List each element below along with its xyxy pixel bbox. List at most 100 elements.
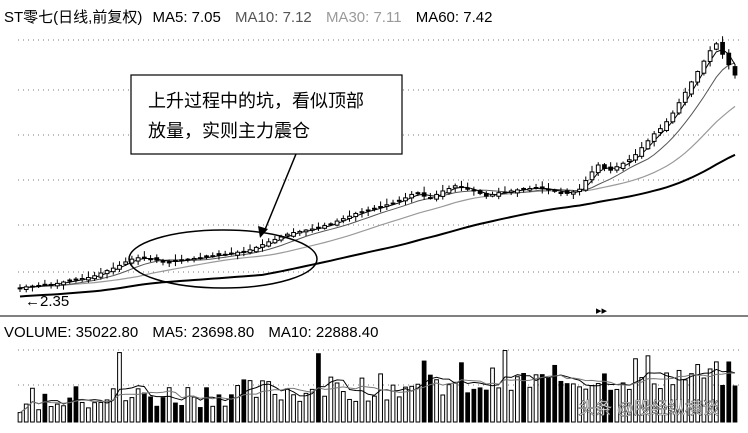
candle-body-up: [701, 60, 707, 74]
volume-bar: [98, 401, 104, 423]
candle: [365, 206, 371, 217]
volume-bar: [173, 402, 178, 423]
candle: [701, 59, 707, 76]
candle: [210, 252, 216, 258]
candle-body-up: [645, 140, 651, 150]
volume-bar: [48, 406, 54, 423]
candle: [378, 201, 383, 213]
candle-body-down: [558, 191, 564, 194]
volume-bar: [682, 379, 688, 423]
volume-bar: [421, 360, 427, 423]
candle-body-up: [123, 261, 129, 265]
volume-bar: [129, 397, 135, 423]
candle-body-up: [452, 185, 458, 189]
volume-bar: [378, 373, 383, 423]
candle: [614, 162, 620, 173]
volume-bar: [409, 385, 415, 423]
volume-header: VOLUME: 35022.80 MA5: 23698.80 MA10: 228…: [4, 324, 378, 341]
volume-bar: [602, 373, 607, 423]
candle-body-up: [17, 287, 23, 290]
candle: [539, 181, 545, 194]
candle: [713, 41, 719, 51]
candle: [452, 183, 458, 192]
candle-body-up: [54, 282, 60, 287]
candle: [589, 165, 595, 184]
candle: [30, 284, 35, 292]
volume-bar: [235, 385, 240, 423]
volume-bar: [179, 404, 185, 423]
candle: [459, 180, 464, 192]
candle: [253, 245, 259, 253]
candle: [86, 271, 91, 283]
annotation-box: [130, 74, 403, 155]
scroll-arrows[interactable]: ▸▸: [596, 305, 608, 317]
volume-bar: [309, 388, 315, 423]
volume-bar: [521, 373, 526, 423]
candle-body-down: [459, 186, 464, 189]
volume-bar: [527, 386, 533, 423]
volume-bar: [626, 388, 632, 423]
candle: [483, 191, 489, 199]
candle: [720, 36, 725, 59]
volume-bar: [110, 388, 116, 423]
candle: [726, 49, 732, 70]
candle: [732, 63, 738, 79]
volume-bar: [247, 380, 253, 423]
candle: [241, 246, 247, 257]
volume-bar: [465, 392, 471, 423]
candle: [197, 252, 203, 260]
volume-bar: [434, 379, 439, 423]
candle: [670, 110, 676, 124]
volume-bar: [23, 403, 29, 423]
candle-body-up: [515, 189, 520, 194]
volume-bar: [651, 383, 657, 423]
volume-bar: [210, 405, 216, 423]
candle-body-up: [185, 258, 191, 261]
volume-bar: [160, 397, 166, 423]
candle: [61, 280, 66, 290]
candle: [558, 187, 564, 197]
volume-bar: [471, 388, 477, 423]
candle: [309, 224, 315, 233]
ma30-line: [19, 105, 736, 289]
candle: [123, 257, 129, 266]
candle-body-up: [403, 197, 408, 202]
volume-bar: [334, 382, 340, 423]
candle-body-down: [539, 186, 545, 190]
volume-bar: [222, 405, 228, 423]
candle: [533, 183, 539, 190]
candle-body-up: [247, 249, 253, 254]
volume-bar: [508, 389, 514, 423]
candle: [247, 244, 253, 255]
volume-bar: [533, 374, 539, 423]
candle: [502, 186, 508, 194]
candle-body-down: [67, 279, 73, 282]
volume-bar: [278, 399, 284, 423]
volume-bar: [595, 383, 601, 423]
volume-bar: [689, 373, 694, 423]
candle: [191, 256, 197, 263]
candle-body-up: [328, 223, 334, 226]
volume-bar: [570, 383, 576, 423]
candle-body-up: [682, 91, 688, 103]
candle-body-up: [98, 272, 104, 278]
candle-body-down: [173, 259, 178, 262]
candle-body-up: [583, 180, 589, 191]
candle-body-up: [266, 241, 272, 247]
chart-title: ST零七(日线,前复权) MA5: 7.05 MA10: 7.12 MA30: …: [4, 8, 492, 26]
volume-bar: [297, 400, 303, 423]
volume-bar: [347, 398, 352, 423]
candle: [36, 282, 42, 289]
volume-bar: [284, 388, 290, 423]
candle-body-up: [297, 230, 303, 234]
candle: [204, 254, 209, 260]
candle: [322, 222, 328, 230]
candle-body-up: [309, 228, 315, 231]
candle: [446, 185, 452, 195]
volume-bar: [272, 393, 278, 423]
candle-body-up: [260, 244, 265, 248]
candle: [521, 187, 526, 193]
volume-bar: [608, 389, 614, 423]
candle-body-up: [92, 275, 97, 280]
candle-body-up: [36, 284, 42, 287]
